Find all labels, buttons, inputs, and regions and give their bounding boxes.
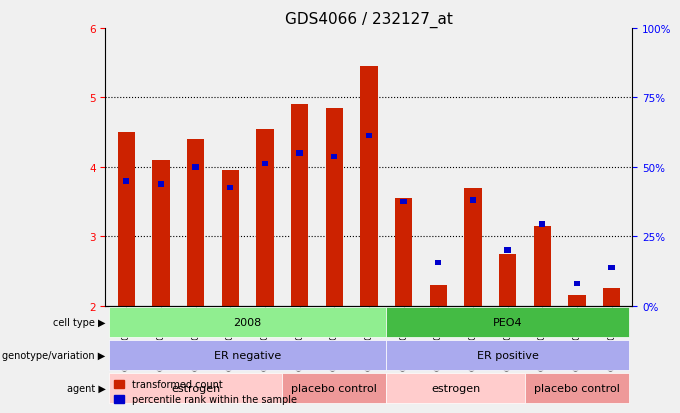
Bar [534,226,551,306]
Text: placebo control: placebo control [291,383,377,393]
Text: estrogen: estrogen [171,383,220,393]
Bar [395,199,412,306]
Text: genotype/variation ▶: genotype/variation ▶ [2,350,105,361]
Bar [499,254,516,306]
FancyBboxPatch shape [386,373,525,403]
Bar [152,161,169,306]
Bar [118,133,135,306]
Text: agent ▶: agent ▶ [67,383,105,393]
Legend: transformed count, percentile rank within the sample: transformed count, percentile rank withi… [110,375,301,408]
FancyBboxPatch shape [386,308,629,337]
Bar [158,182,164,188]
Bar [470,198,476,204]
Bar [401,199,407,205]
Text: cell type ▶: cell type ▶ [53,318,105,328]
Bar [326,109,343,306]
Bar [331,154,337,160]
Bar [360,67,377,306]
Bar [227,185,233,191]
Bar [603,289,620,306]
Bar [435,260,441,266]
Bar [296,151,303,157]
Bar [291,105,308,306]
Bar [123,178,129,184]
Text: estrogen: estrogen [431,383,480,393]
FancyBboxPatch shape [282,373,386,403]
Bar [366,133,372,139]
Bar [539,221,545,227]
Title: GDS4066 / 232127_at: GDS4066 / 232127_at [285,12,453,28]
Bar [256,129,273,306]
FancyBboxPatch shape [109,308,386,337]
Text: ER positive: ER positive [477,350,539,361]
FancyBboxPatch shape [386,341,629,370]
Bar [430,285,447,306]
Bar [222,171,239,306]
Bar [464,188,481,306]
FancyBboxPatch shape [109,341,386,370]
Text: 2008: 2008 [233,318,262,328]
Bar [192,165,199,170]
Text: ER negative: ER negative [214,350,281,361]
Bar [574,281,580,287]
FancyBboxPatch shape [109,373,282,403]
FancyBboxPatch shape [525,373,629,403]
Text: PEO4: PEO4 [493,318,522,328]
Bar [568,296,585,306]
Text: placebo control: placebo control [534,383,620,393]
Bar [609,265,615,271]
Bar [505,248,511,253]
Bar [187,140,204,306]
Bar [262,161,268,167]
